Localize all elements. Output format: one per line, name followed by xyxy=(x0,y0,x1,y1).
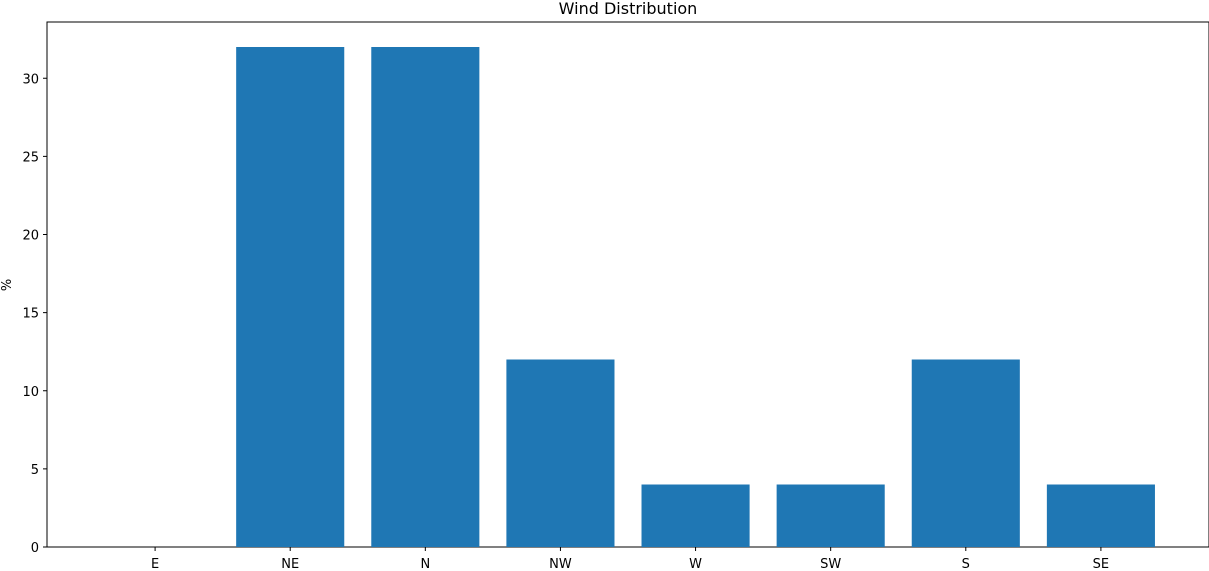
bar-ne xyxy=(236,47,345,547)
x-tick-label-n: N xyxy=(420,557,430,571)
y-axis-ticks: 0 5 10 15 20 25 30 xyxy=(22,72,47,556)
y-tick-label-5: 5 xyxy=(31,463,39,478)
x-tick-label-s: S xyxy=(962,557,970,571)
bar-s xyxy=(911,359,1020,547)
bar-n xyxy=(371,47,480,547)
y-tick-label-30: 30 xyxy=(22,72,39,87)
y-tick-label-25: 25 xyxy=(22,150,39,165)
bar-nw xyxy=(506,359,615,547)
x-tick-label-sw: SW xyxy=(820,557,841,571)
x-tick-label-se: SE xyxy=(1093,557,1109,571)
x-tick-label-w: W xyxy=(689,557,702,571)
bars-layer xyxy=(236,47,1155,547)
x-tick-label-nw: NW xyxy=(549,557,572,571)
y-tick-label-10: 10 xyxy=(22,385,39,400)
x-tick-label-ne: NE xyxy=(281,557,299,571)
y-axis-label: % xyxy=(0,279,15,291)
chart-title: Wind Distribution xyxy=(559,0,698,18)
y-tick-label-20: 20 xyxy=(22,229,39,244)
y-tick-label-15: 15 xyxy=(22,307,39,322)
x-axis-ticks: E NE N NW W SW S SE xyxy=(151,547,1109,571)
bar-se xyxy=(1046,484,1155,547)
bar-w xyxy=(641,484,750,547)
x-tick-label-e: E xyxy=(151,557,159,571)
bar-sw xyxy=(776,484,885,547)
y-tick-label-0: 0 xyxy=(31,541,39,556)
plot-frame xyxy=(46,21,1209,548)
